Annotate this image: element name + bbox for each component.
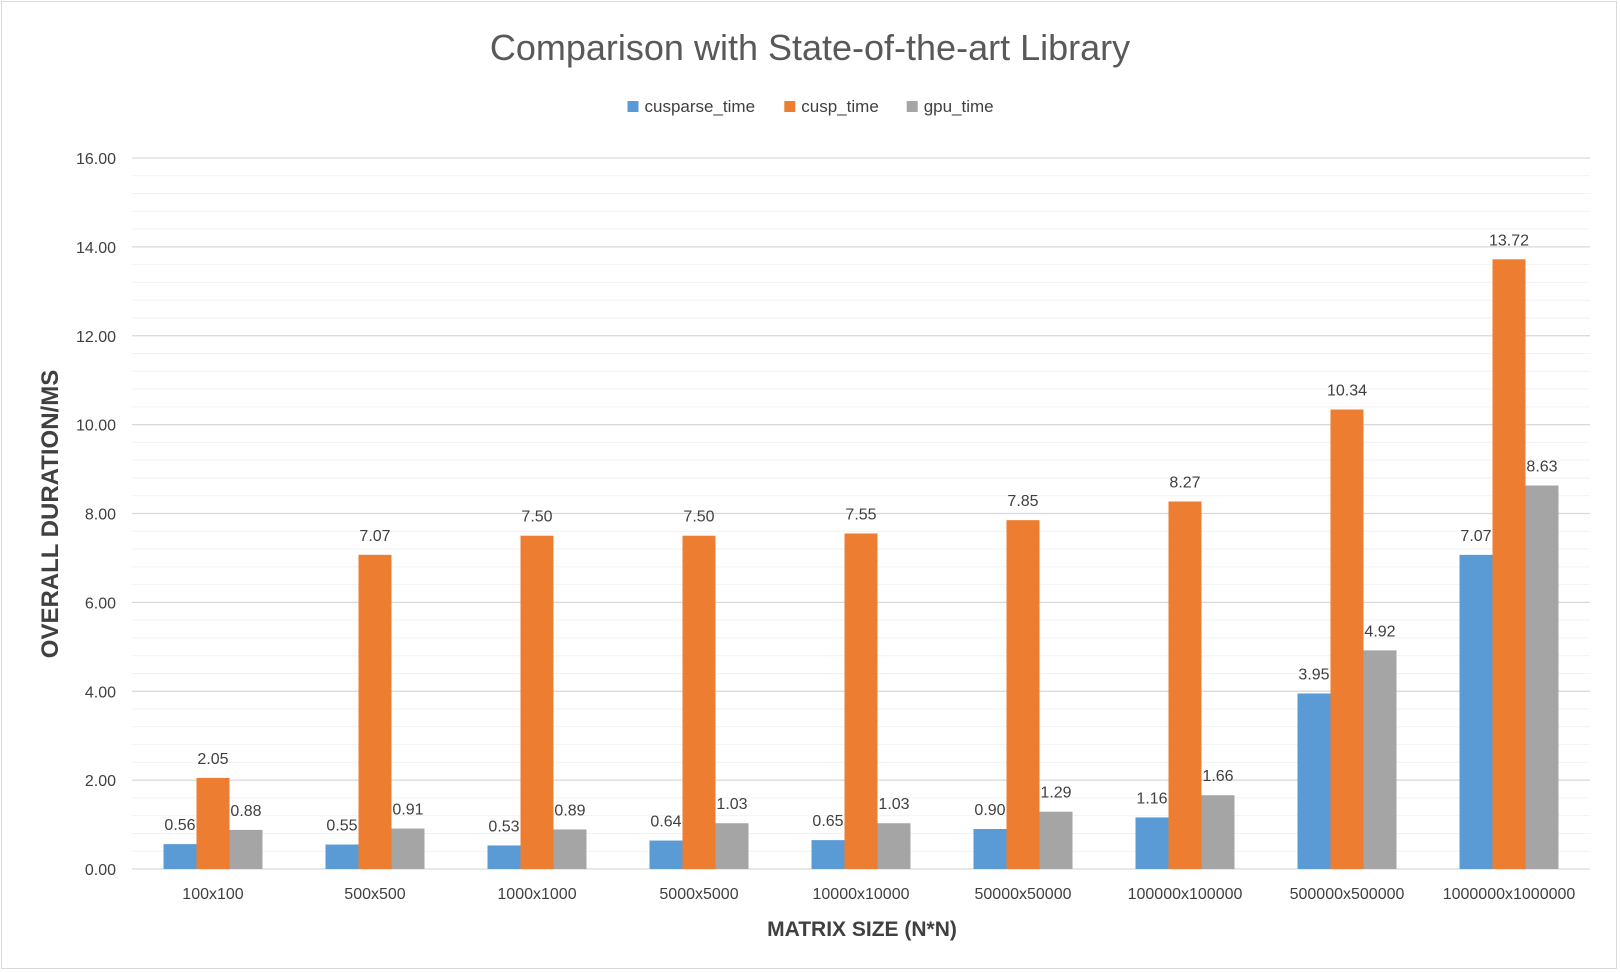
data-label-cusparse_time-1000x1000: 0.53	[488, 818, 519, 835]
legend-swatch-cusparse_time	[627, 101, 639, 112]
x-axis-title: MATRIX SIZE (N*N)	[767, 918, 957, 941]
chart-legend: cusparse_time cusp_time gpu_time	[627, 97, 994, 116]
bar-gpu_time-1000x1000	[553, 829, 587, 869]
bar-cusp_time-10000x10000	[844, 533, 878, 869]
legend-swatch-gpu_time	[906, 101, 918, 112]
bar-cusp_time-500x500	[358, 554, 392, 869]
bar-cusp_time-100000x100000	[1168, 501, 1202, 869]
bar-gpu_time-500x500	[391, 828, 425, 869]
y-tick-label: 6.00	[85, 595, 116, 612]
y-axis-ticks: 0.00 2.00 4.00 6.00 8.00 10.00 12.00 14.00 16.00	[76, 151, 116, 879]
data-label-cusp_time-10000x10000: 7.55	[845, 506, 876, 523]
bar-cusparse_time-100000x100000	[1135, 817, 1169, 869]
data-label-cusp_time-5000x5000: 7.50	[683, 509, 714, 526]
data-label-gpu_time-10000x10000: 1.03	[878, 796, 909, 813]
bar-cusparse_time-50000x50000	[973, 829, 1007, 869]
data-label-cusparse_time-1000000x1000000: 7.07	[1460, 528, 1491, 545]
data-label-cusp_time-500000x500000: 10.34	[1327, 383, 1367, 400]
legend-label-gpu_time: gpu_time	[924, 97, 994, 116]
legend-label-cusparse_time: cusparse_time	[645, 97, 756, 116]
data-label-cusp_time-100000x100000: 8.27	[1169, 475, 1200, 492]
data-label-cusparse_time-5000x5000: 0.64	[650, 814, 681, 831]
x-tick-label: 500000x500000	[1290, 886, 1405, 903]
bar-cusparse_time-1000000x1000000	[1459, 554, 1493, 869]
data-label-cusparse_time-500x500: 0.55	[326, 818, 357, 835]
y-tick-label: 14.00	[76, 240, 116, 257]
data-label-cusp_time-500x500: 7.07	[359, 528, 390, 545]
bar-gpu_time-10000x10000	[877, 823, 911, 869]
bar-cusp_time-5000x5000	[682, 535, 716, 869]
data-label-gpu_time-100000x100000: 1.66	[1202, 768, 1233, 785]
x-tick-label: 1000x1000	[497, 886, 576, 903]
bar-gpu_time-100x100	[229, 829, 263, 869]
bar-cusparse_time-100x100	[163, 844, 197, 869]
data-label-cusparse_time-10000x10000: 0.65	[812, 813, 843, 830]
data-label-gpu_time-100x100: 0.88	[230, 803, 261, 820]
bar-cusparse_time-500x500	[325, 844, 359, 869]
y-tick-label: 10.00	[76, 418, 116, 435]
data-label-gpu_time-1000000x1000000: 8.63	[1526, 459, 1557, 476]
legend-label-cusp_time: cusp_time	[801, 97, 878, 116]
y-tick-label: 0.00	[85, 862, 116, 879]
bar-gpu_time-50000x50000	[1039, 811, 1073, 869]
data-label-cusparse_time-50000x50000: 0.90	[974, 802, 1005, 819]
bar-cusp_time-1000000x1000000	[1492, 259, 1526, 869]
bar-gpu_time-500000x500000	[1363, 650, 1397, 869]
data-label-cusp_time-50000x50000: 7.85	[1007, 493, 1038, 510]
bar-cusparse_time-500000x500000	[1297, 693, 1331, 869]
bar-gpu_time-1000000x1000000	[1525, 485, 1559, 869]
x-tick-label: 5000x5000	[659, 886, 738, 903]
bar-gpu_time-100000x100000	[1201, 795, 1235, 869]
x-tick-label: 500x500	[344, 886, 405, 903]
data-label-gpu_time-5000x5000: 1.03	[716, 796, 747, 813]
bar-cusp_time-50000x50000	[1006, 520, 1040, 869]
x-tick-label: 100x100	[182, 886, 243, 903]
legend-swatch-cusp_time	[784, 101, 796, 112]
bar-cusp_time-1000x1000	[520, 535, 554, 869]
data-label-cusp_time-1000000x1000000: 13.72	[1489, 232, 1529, 249]
x-tick-label: 10000x10000	[813, 886, 910, 903]
bars-group	[163, 259, 1559, 869]
y-tick-label: 2.00	[85, 773, 116, 790]
y-tick-label: 4.00	[85, 684, 116, 701]
bar-cusp_time-100x100	[196, 777, 230, 869]
bar-cusparse_time-10000x10000	[811, 840, 845, 869]
bar-cusp_time-500000x500000	[1330, 409, 1364, 869]
x-tick-label: 100000x100000	[1128, 886, 1243, 903]
data-label-gpu_time-1000x1000: 0.89	[554, 802, 585, 819]
x-tick-label: 50000x50000	[975, 886, 1072, 903]
y-tick-label: 12.00	[76, 329, 116, 346]
data-label-cusp_time-100x100: 2.05	[197, 751, 228, 768]
chart-title: Comparison with State-of-the-art Library	[490, 27, 1130, 68]
x-tick-label: 1000000x1000000	[1443, 886, 1576, 903]
data-label-gpu_time-500x500: 0.91	[392, 802, 423, 819]
data-label-cusp_time-1000x1000: 7.50	[521, 509, 552, 526]
y-axis-title: OVERALL DURATION/MS	[37, 370, 64, 658]
data-label-cusparse_time-100x100: 0.56	[164, 817, 195, 834]
bar-cusparse_time-5000x5000	[649, 840, 683, 869]
bar-cusparse_time-1000x1000	[487, 845, 521, 869]
data-labels-group: 0.56 2.05 0.88 0.55 7.07 0.91 0.53 7.50 0.89 0.64…	[164, 232, 1557, 835]
y-tick-label: 16.00	[76, 151, 116, 168]
data-label-cusparse_time-500000x500000: 3.95	[1298, 666, 1329, 683]
data-label-gpu_time-500000x500000: 4.92	[1364, 623, 1395, 640]
x-axis-ticks: 100x100 500x500 1000x1000 5000x5000 10000x10…	[182, 886, 1575, 903]
data-label-gpu_time-50000x50000: 1.29	[1040, 785, 1071, 802]
y-tick-label: 8.00	[85, 507, 116, 524]
bar-gpu_time-5000x5000	[715, 823, 749, 869]
data-label-cusparse_time-100000x100000: 1.16	[1136, 790, 1167, 807]
